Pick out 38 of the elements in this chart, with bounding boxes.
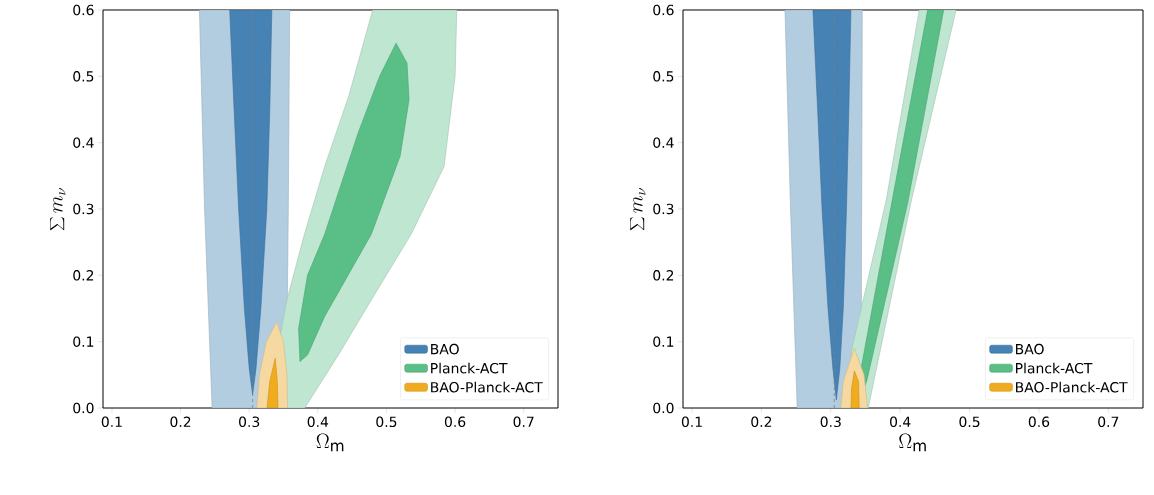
x-tick-label: 0.7 [513,416,534,428]
y-tick-label: 0.1 [73,336,94,347]
legend-label: Planck-ACT [431,362,508,374]
x-tick-label: 0.5 [959,416,980,428]
legend-label: BAO-Planck-ACT [431,381,543,393]
x-tick-label: 0.1 [101,416,122,428]
legend-label: BAO-Planck-ACT [1016,381,1128,393]
y-tick-label: 0.0 [73,402,94,414]
y-tick-label: 0.4 [73,137,94,148]
y-tick-label: 0.2 [73,270,94,281]
y-tick-label: 0.5 [653,71,674,82]
y-tick-label: 0.5 [73,71,94,82]
legend-label: BAO [1016,343,1044,355]
x-tick-label: 0.6 [444,416,466,428]
x-axis-title: $\Omega_{\rm m}$ [316,433,344,452]
y-tick-label: 0.0 [653,402,674,414]
legend-label: BAO [431,343,459,355]
x-tick-label: 0.4 [890,416,911,428]
x-tick-label: 0.6 [1028,416,1050,428]
x-tick-label: 0.4 [307,416,329,428]
x-axis-title: $\Omega_{\rm m}$ [899,433,926,452]
x-tick-label: 0.7 [1098,416,1119,428]
y-axis-title: $\sum m_\nu$ [630,188,646,231]
x-tick-label: 0.1 [681,416,702,428]
x-tick-label: 0.3 [239,416,260,428]
y-axis-title: $\sum m_\nu$ [50,188,66,231]
x-tick-label: 0.3 [820,416,841,428]
y-tick-label: 0.1 [653,336,674,347]
y-tick-label: 0.6 [653,4,674,16]
y-tick-label: 0.2 [653,270,674,281]
y-tick-label: 0.3 [653,203,674,215]
x-tick-label: 0.2 [170,416,191,428]
y-tick-label: 0.6 [73,4,94,16]
legend-label: Planck-ACT [1016,362,1093,374]
y-tick-label: 0.3 [73,203,94,215]
y-tick-label: 0.4 [653,137,674,148]
x-tick-label: 0.2 [751,416,772,428]
x-tick-label: 0.5 [376,416,397,428]
